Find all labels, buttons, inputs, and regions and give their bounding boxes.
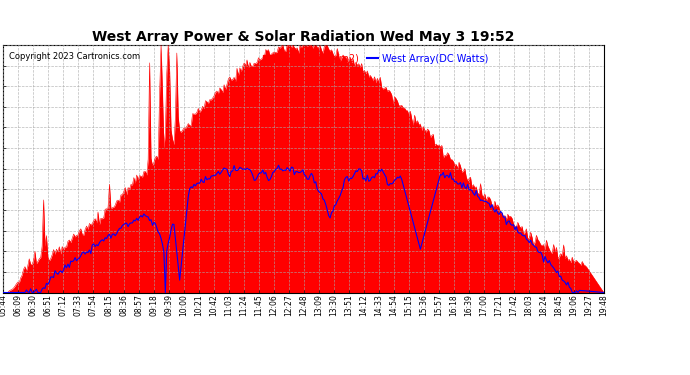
Title: West Array Power & Solar Radiation Wed May 3 19:52: West Array Power & Solar Radiation Wed M… (92, 30, 515, 44)
Text: Copyright 2023 Cartronics.com: Copyright 2023 Cartronics.com (10, 53, 141, 62)
Legend: Radiation(w/m2), West Array(DC Watts): Radiation(w/m2), West Array(DC Watts) (259, 50, 493, 68)
